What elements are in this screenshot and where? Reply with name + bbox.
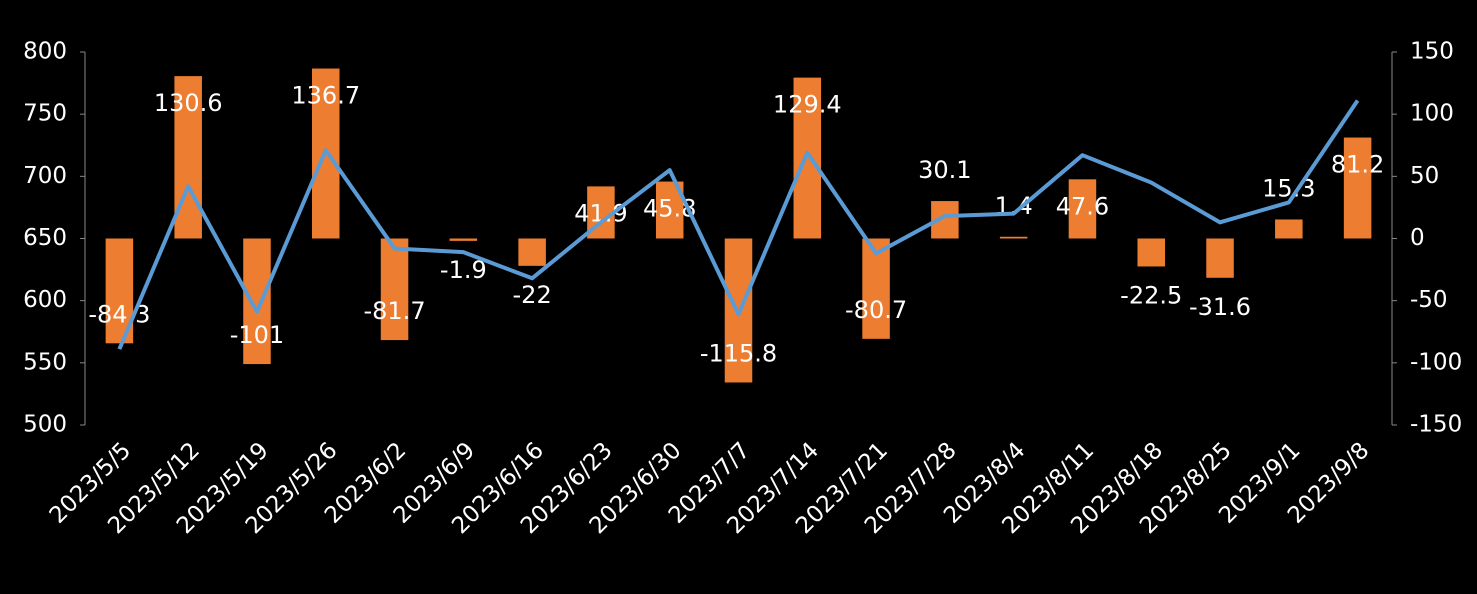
data-label: -1.9 [440, 256, 487, 284]
y2-tick-label: 0 [1410, 225, 1425, 251]
data-label: -80.7 [845, 296, 907, 324]
bar [793, 77, 822, 239]
y-tick-label: 500 [23, 412, 67, 438]
data-label: -115.8 [700, 339, 777, 367]
data-label: 15.3 [1262, 174, 1315, 202]
y2-tick-label: -100 [1410, 349, 1462, 375]
y-tick-label: 800 [23, 39, 67, 65]
bar [999, 236, 1028, 239]
data-label: -22.5 [1120, 281, 1182, 309]
data-label: -84.3 [88, 300, 150, 328]
data-label: -81.7 [363, 297, 425, 325]
bar [1343, 137, 1372, 239]
y-tick-label: 650 [23, 225, 67, 251]
y2-tick-label: 50 [1410, 163, 1439, 189]
data-label: -31.6 [1189, 293, 1251, 321]
data-label: 130.6 [154, 89, 223, 117]
bar [1068, 179, 1097, 239]
bar [518, 238, 546, 266]
y-tick-label: 600 [23, 287, 67, 313]
data-label: -101 [230, 321, 284, 349]
data-label: 47.6 [1056, 192, 1109, 220]
bar [1137, 238, 1165, 267]
y-tick-label: 750 [23, 101, 67, 127]
bar [1206, 238, 1234, 278]
data-label: 30.1 [918, 156, 971, 184]
bar [449, 238, 478, 241]
y2-tick-label: -150 [1410, 412, 1462, 438]
data-label: 81.2 [1331, 151, 1384, 179]
y-tick-label: 550 [23, 349, 67, 375]
bar [380, 238, 409, 341]
line [117, 99, 1360, 350]
data-label: 129.4 [773, 91, 842, 119]
bar [243, 238, 271, 365]
bar [1275, 219, 1303, 239]
y2-tick-label: -50 [1410, 287, 1448, 313]
y-tick-label: 700 [23, 163, 67, 189]
y2-tick-label: 100 [1410, 101, 1454, 127]
data-label: -22 [513, 281, 552, 309]
data-label: 136.7 [291, 82, 360, 110]
y2-tick-label: 150 [1410, 39, 1454, 65]
